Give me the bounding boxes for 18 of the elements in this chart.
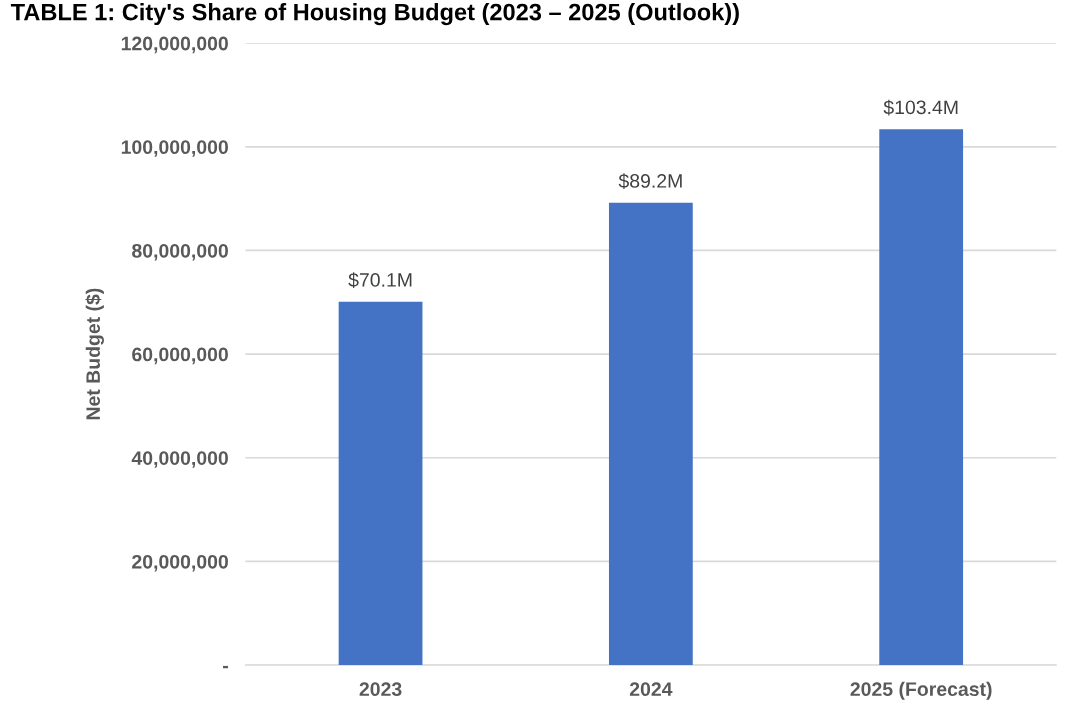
y-tick-label: 60,000,000 — [132, 347, 228, 365]
y-tick-label: - — [223, 665, 228, 669]
chart-title: TABLE 1: City's Share of Housing Budget (2023 – 2025 (Outlook)) — [10, 3, 739, 26]
y-tick-label: 120,000,000 — [121, 36, 228, 54]
data-label: $70.1M — [348, 272, 412, 288]
bar — [608, 202, 693, 666]
y-tick-label: 20,000,000 — [132, 554, 228, 572]
bar — [879, 129, 964, 666]
x-tick-label: 2023 — [359, 682, 402, 697]
x-tick-label: 2025 (Forecast) — [850, 681, 992, 700]
data-label: $103.4M — [883, 99, 958, 116]
data-label: $89.2M — [618, 173, 682, 189]
y-tick-label: 100,000,000 — [121, 140, 228, 157]
bar — [338, 301, 423, 666]
y-tick-label: 80,000,000 — [132, 243, 228, 261]
y-axis-title: Net Budget ($) — [85, 288, 104, 420]
y-tick-label: 40,000,000 — [131, 451, 228, 468]
x-tick-label: 2024 — [629, 682, 673, 697]
